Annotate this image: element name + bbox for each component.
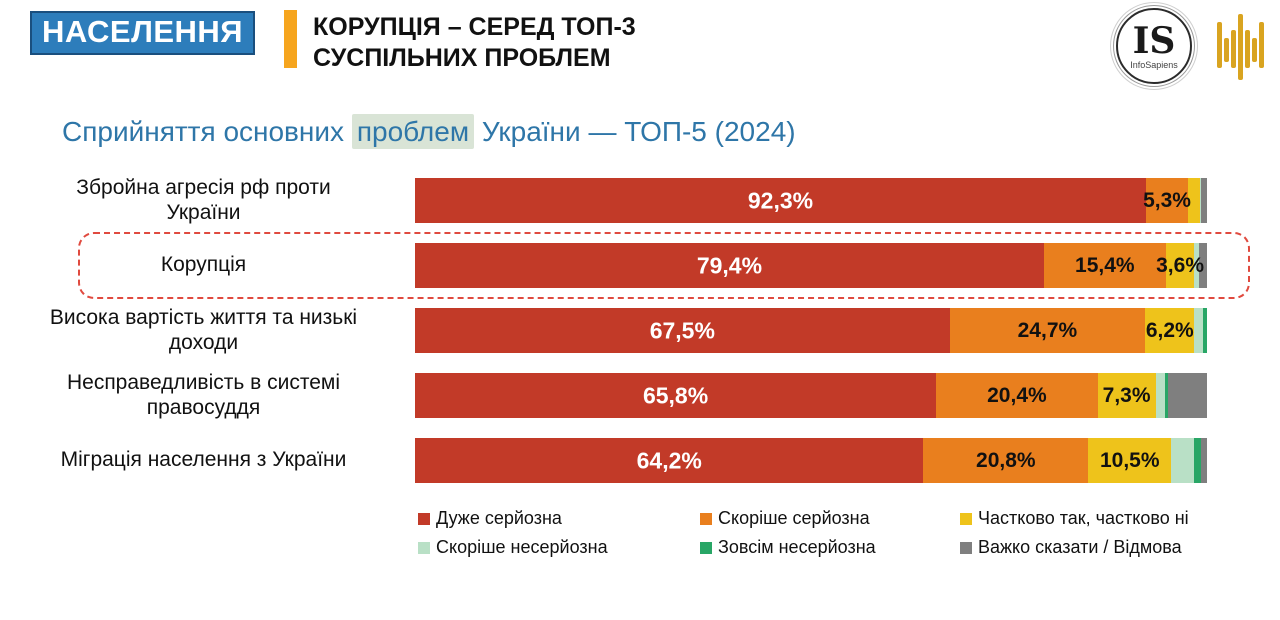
bar-segment — [415, 243, 1044, 288]
legend-swatch — [960, 541, 972, 554]
infosapiens-name: InfoSapiens — [1130, 59, 1178, 70]
bar-segment — [1043, 243, 1166, 288]
chart-rows: Збройна агресія рф проти України 92,3% 5,3… — [0, 168, 1280, 493]
bar-segment — [1145, 308, 1195, 353]
stacked-bar: 64,2% 20,8% 10,5% — [415, 438, 1207, 483]
value-label: 3,6% — [1156, 253, 1204, 277]
legend-item: Скоріше серйозна — [700, 508, 960, 529]
bar-segment — [1203, 308, 1207, 353]
bar-segment — [1199, 178, 1201, 223]
value-label: 67,5% — [649, 317, 715, 343]
stacked-bar: 65,8% 20,4% 7,3% — [415, 373, 1207, 418]
header-accent-bar — [284, 10, 297, 68]
value-label: 92,3% — [747, 187, 814, 213]
bar-segment — [1194, 243, 1200, 288]
slide-title-line1: КОРУПЦІЯ – СЕРЕД ТОП-3 — [313, 13, 636, 41]
chart-title: Сприйняття основних проблем України — ТО… — [62, 114, 796, 149]
bar-segment — [1193, 438, 1201, 483]
bar-segment — [1200, 178, 1207, 223]
stacked-bar: 67,5% 24,7% 6,2% — [415, 308, 1207, 353]
bar-segment — [936, 373, 1098, 418]
bar-segment — [1200, 438, 1207, 483]
bar-segment — [949, 308, 1146, 353]
legend-item: Важко сказати / Відмова — [960, 537, 1189, 558]
legend-swatch — [700, 541, 712, 554]
chart-title-prefix: Сприйняття основних — [62, 116, 352, 147]
legend-label: Скоріше несерйозна — [436, 537, 608, 557]
legend-item: Скоріше несерйозна — [418, 537, 700, 558]
category-label: Збройна агресія рф проти України — [76, 176, 331, 224]
value-label: 24,7% — [1017, 318, 1078, 342]
legend-swatch — [418, 512, 430, 525]
bar-segment — [1155, 373, 1165, 418]
bar-segment — [415, 308, 950, 353]
bar-segment — [1088, 438, 1172, 483]
category-label: Висока вартість життя та низькі доходи — [49, 306, 358, 354]
category-label: Несправедливість в системі правосуддя — [66, 371, 341, 419]
legend-swatch — [418, 541, 430, 554]
chart-row: Висока вартість життя та низькі доходи 67… — [0, 298, 1280, 363]
value-label: 6,2% — [1145, 318, 1194, 342]
value-label: 20,8% — [976, 448, 1036, 472]
value-label: 64,2% — [636, 447, 702, 473]
value-label: 65,8% — [642, 382, 709, 408]
chart-legend: Дуже серйозна Скоріше серйозна Частково та… — [418, 508, 1189, 558]
legend-label: Частково так, частково ні — [978, 508, 1189, 528]
value-label: 10,5% — [1099, 448, 1160, 472]
bar-segment — [1199, 243, 1207, 288]
population-badge: НАСЕЛЕННЯ — [30, 11, 256, 55]
infosapiens-initials: IS — [1132, 19, 1176, 62]
stacked-bar: 79,4% 15,4% 3,6% — [415, 243, 1207, 288]
legend-label: Дуже серйозна — [436, 508, 562, 528]
legend-label: Скоріше серйозна — [718, 508, 870, 528]
bar-segment — [415, 438, 924, 483]
bar-segment — [1146, 178, 1188, 223]
category-label: Міграція населення з України — [60, 448, 347, 472]
stacked-bar-chart: Збройна агресія рф проти України 92,3% 5,3… — [0, 168, 1280, 493]
value-label: 20,4% — [987, 383, 1047, 407]
legend-item: Зовсім несерйозна — [700, 537, 960, 558]
chart-row: Збройна агресія рф проти України 92,3% 5,3… — [0, 168, 1280, 233]
legend-label: Важко сказати / Відмова — [978, 537, 1182, 557]
infosapiens-logo: IS InfoSapiens — [1116, 8, 1192, 84]
chart-row: Міграція населення з України 64,2% 20,8% 10… — [0, 428, 1280, 493]
bar-segment — [1171, 438, 1194, 483]
bar-segment — [1187, 178, 1200, 223]
value-label: 7,3% — [1102, 383, 1151, 407]
legend-swatch — [960, 512, 972, 525]
legend-swatch — [700, 512, 712, 525]
bar-segment — [1097, 373, 1156, 418]
chart-title-suffix: України — ТОП-5 (2024) — [474, 116, 796, 147]
legend-item: Частково так, частково ні — [960, 508, 1189, 529]
stacked-bar: 92,3% 5,3% — [415, 178, 1207, 223]
category-label: Корупція — [160, 253, 247, 277]
value-label: 79,4% — [696, 252, 763, 278]
bar-segment — [923, 438, 1089, 483]
bar-segment — [1165, 243, 1195, 288]
slide-title-line2: СУСПІЛЬНИХ ПРОБЛЕМ — [313, 44, 611, 72]
slide-title: КОРУПЦІЯ – СЕРЕД ТОП-3 СУСПІЛЬНИХ ПРОБЛЕ… — [313, 12, 636, 74]
bar-segment — [415, 373, 937, 418]
value-label: 15,4% — [1075, 253, 1135, 277]
bar-segment — [1165, 373, 1169, 418]
trident-bars-icon — [1214, 8, 1266, 88]
chart-row: Корупція 79,4% 15,4% 3,6% — [0, 233, 1280, 298]
legend-item: Дуже серйозна — [418, 508, 700, 529]
chart-title-highlighted-word: проблем — [351, 114, 475, 149]
bar-segment — [1194, 308, 1203, 353]
bar-segment — [415, 178, 1147, 223]
bar-segment — [1168, 373, 1207, 418]
legend-label: Зовсім несерйозна — [718, 537, 876, 557]
chart-row: Несправедливість в системі правосуддя 65,… — [0, 363, 1280, 428]
value-label: 5,3% — [1143, 188, 1191, 212]
